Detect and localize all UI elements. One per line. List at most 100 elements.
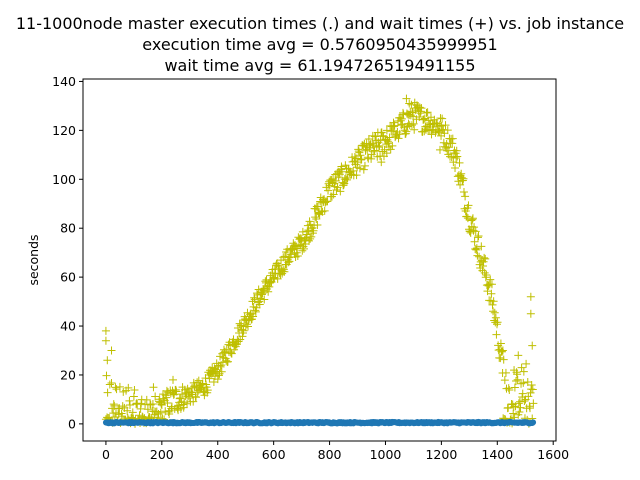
wait-time-point [360,161,369,170]
wait-time-point [509,402,518,411]
wait-time-point [303,227,312,236]
title-line-3: wait time avg = 61.194726519491155 [164,56,475,75]
wait-time-point [256,294,265,303]
wait-time-point [514,351,523,360]
wait-time-point [148,400,157,409]
y-tick-label: 40 [60,319,76,334]
wait-time-point [498,347,507,356]
wait-time-point [101,326,110,335]
wait-time-point [343,175,352,184]
wait-time-point [444,143,453,152]
wait-time-point [234,337,243,346]
wait-time-point [125,396,134,405]
wait-time-point [491,313,500,322]
wait-time-point [454,177,463,186]
wait-time-point [136,404,145,413]
wait-time-point [101,336,110,345]
wait-time-point [489,297,498,306]
wait-time-point [448,134,457,143]
wait-time-point [505,386,514,395]
wait-time-point [420,114,429,123]
wait-time-point [299,244,308,253]
wait-time-point [490,308,499,317]
wait-time-point [492,330,501,339]
wait-time-point [448,139,457,148]
wait-time-point [199,387,208,396]
wait-time-point [265,282,274,291]
wait-time-point [162,393,171,402]
wait-time-point [458,176,467,185]
wait-time-point [249,312,258,321]
wait-time-point [217,367,226,376]
x-tick-label: 1200 [425,447,457,462]
wait-time-point [369,141,378,150]
wait-time-point [396,116,405,125]
wait-time-point [156,408,165,417]
wait-time-point [399,108,407,117]
wait-time-point [305,217,314,226]
wait-time-point [118,412,127,421]
wait-time-point [179,403,188,412]
wait-time-point [184,392,193,401]
wait-time-point [320,206,329,215]
wait-time-point [189,397,198,406]
wait-time-point [128,408,137,417]
wait-time-point [123,406,132,415]
chart-title: 11-1000node master execution times (.) a… [16,14,624,75]
wait-time-point [382,149,391,158]
wait-time-point [496,339,505,348]
wait-time-point [496,354,505,363]
wait-time-point [251,307,260,316]
wait-time-point [259,286,268,295]
wait-time-point [397,114,406,123]
wait-time-point [479,262,488,271]
wait-time-point [528,341,537,350]
wait-time-point [352,171,361,180]
wait-time-point [357,155,366,164]
wait-time-point [374,143,383,152]
wait-time-point [375,141,384,150]
wait-time-point [176,393,185,402]
x-tick-label: 800 [318,447,342,462]
wait-time-point [280,267,289,276]
wait-time-point [292,248,301,257]
wait-time-point [367,154,376,163]
wait-time-point [388,141,397,150]
wait-time-point [137,399,146,408]
x-tick-label: 400 [206,447,230,462]
wait-time-point [324,186,333,195]
wait-time-point [165,409,174,418]
wait-time-point [468,214,477,223]
wait-time-point [480,253,489,262]
wait-time-point [455,158,464,167]
wait-time-point [338,167,347,176]
wait-time-point [418,127,427,136]
wait-time-point [513,370,522,379]
wait-time-point [520,396,529,405]
wait-time-point [522,359,531,368]
wait-time-point [510,383,519,392]
wait-time-point [471,227,480,236]
wait-time-point [482,271,491,280]
wait-time-point [512,377,521,386]
wait-time-point [407,100,416,109]
wait-time-point [239,326,248,335]
wait-time-point [525,404,534,413]
wait-time-point [386,145,395,154]
wait-time-point [264,287,273,296]
wait-time-point [356,151,365,160]
wait-time-point [464,201,473,210]
wait-time-point [382,126,391,135]
x-tick-label: 0 [102,447,110,462]
wait-time-point [441,121,450,130]
x-tick-label: 1400 [481,447,513,462]
x-tick-label: 1600 [537,447,569,462]
wait-time-point [402,127,411,136]
wait-time-point [323,197,332,206]
wait-time-point [151,392,160,401]
x-tick-label: 200 [150,447,174,462]
wait-time-point [183,384,192,393]
wait-time-point [499,355,508,364]
plot-area [101,94,538,428]
wait-time-point [306,234,315,243]
